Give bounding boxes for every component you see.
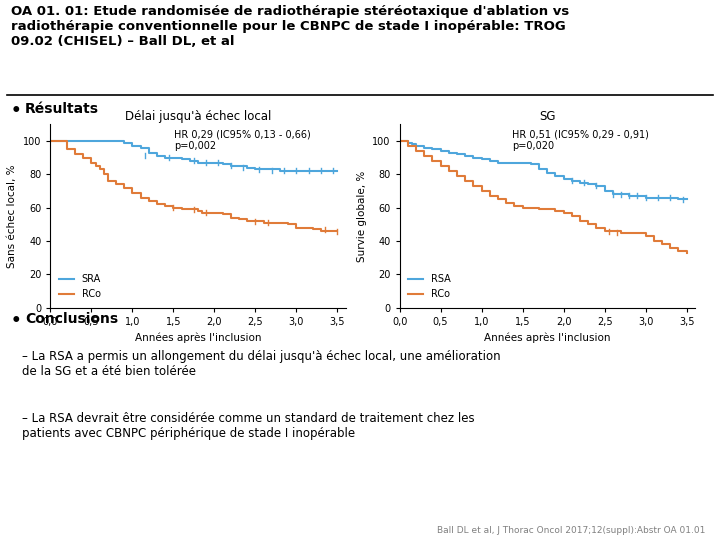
- Legend: SRA, RCo: SRA, RCo: [55, 271, 104, 303]
- Legend: RSA, RCo: RSA, RCo: [405, 271, 454, 303]
- Text: – La RSA a permis un allongement du délai jusqu'à échec local, une amélioration
: – La RSA a permis un allongement du déla…: [22, 349, 500, 377]
- Text: HR 0,29 (IC95% 0,13 - 0,66)
p=0,002: HR 0,29 (IC95% 0,13 - 0,66) p=0,002: [174, 130, 311, 151]
- Text: •: •: [11, 313, 22, 330]
- X-axis label: Années après l'inclusion: Années après l'inclusion: [484, 333, 611, 343]
- Text: Ball DL et al, J Thorac Oncol 2017;12(suppl):Abstr OA 01.01: Ball DL et al, J Thorac Oncol 2017;12(su…: [437, 526, 706, 535]
- Text: •: •: [11, 102, 22, 119]
- Title: Délai jusqu'à échec local: Délai jusqu'à échec local: [125, 110, 271, 123]
- Text: Conclusions: Conclusions: [25, 313, 118, 327]
- Text: Résultats: Résultats: [25, 102, 99, 116]
- Text: – La RSA devrait être considérée comme un standard de traitement chez les
patien: – La RSA devrait être considérée comme u…: [22, 413, 474, 440]
- Y-axis label: Sans échec local, %: Sans échec local, %: [7, 164, 17, 268]
- Title: SG: SG: [539, 110, 555, 123]
- Text: OA 01. 01: Etude randomisée de radiothérapie stéréotaxique d'ablation vs
radioth: OA 01. 01: Etude randomisée de radiothér…: [11, 5, 569, 48]
- Text: HR 0,51 (IC95% 0,29 - 0,91)
p=0,020: HR 0,51 (IC95% 0,29 - 0,91) p=0,020: [512, 130, 649, 151]
- Y-axis label: Survie globale, %: Survie globale, %: [356, 171, 366, 261]
- X-axis label: Années après l'inclusion: Années après l'inclusion: [135, 333, 261, 343]
